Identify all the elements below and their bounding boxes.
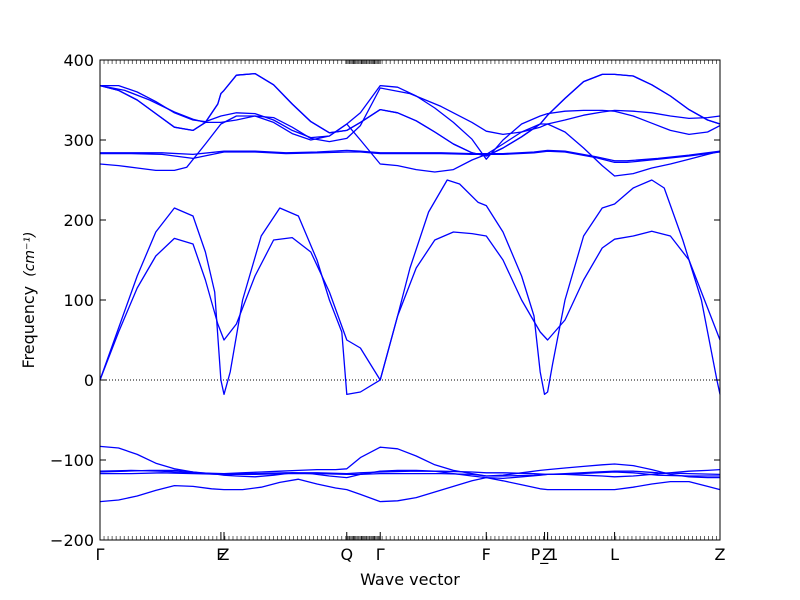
band-13 xyxy=(99,468,721,480)
x-tick-label-4: Γ xyxy=(376,545,385,564)
x-tick-label-6: P_1 xyxy=(531,545,559,565)
x-tick-label-3: Q xyxy=(340,545,353,564)
x-tick-label-7: Z xyxy=(542,545,553,564)
x-tick-label-1: F xyxy=(216,545,225,564)
band-5 xyxy=(99,115,721,177)
band-14 xyxy=(99,476,721,503)
band-3 xyxy=(99,84,721,143)
series-curves xyxy=(99,72,721,503)
plot-frame xyxy=(99,59,721,541)
band-2 xyxy=(100,84,721,160)
y-tick-label: 0 xyxy=(84,371,94,390)
band-9 xyxy=(99,230,721,381)
y-tick-label: 300 xyxy=(63,131,94,150)
x-tick-label-8: L xyxy=(610,545,619,564)
band-12 xyxy=(100,471,720,477)
x-tick-label-5: F xyxy=(482,545,491,564)
y-tick-label: 200 xyxy=(63,211,94,230)
band-4 xyxy=(99,72,721,157)
y-axis-unit: (cm⁻¹) xyxy=(22,231,38,276)
y-axis-label-text: Frequency xyxy=(19,286,38,369)
y-tick-label: 100 xyxy=(63,291,94,310)
x-tick-label-9: Z xyxy=(715,545,726,564)
y-axis-label: Frequency (cm⁻¹) xyxy=(19,231,38,368)
y-tick-label: 400 xyxy=(63,51,94,70)
y-tick-label: −200 xyxy=(50,531,94,550)
y-tick-label: −100 xyxy=(50,451,94,470)
band-7 xyxy=(100,150,721,164)
x-axis-label: Wave vector xyxy=(360,570,460,589)
band-8 xyxy=(99,179,721,396)
x-tick-label-2: Z xyxy=(219,545,230,564)
band-6 xyxy=(100,149,721,162)
x-tick-label-0: Γ xyxy=(96,545,105,564)
band-11 xyxy=(99,469,721,476)
